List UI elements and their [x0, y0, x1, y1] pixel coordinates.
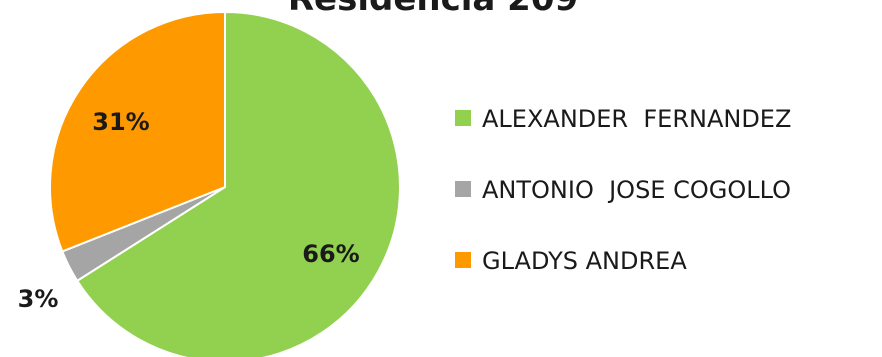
legend-label-alexander-fernandez: ALEXANDER FERNANDEZ — [482, 105, 791, 133]
data-label-alexander-fernandez: 66% — [302, 240, 359, 268]
legend-label-antonio-jose-cogollo: ANTONIO JOSE COGOLLO — [482, 176, 791, 204]
legend-swatch-gladys-andrea — [455, 252, 471, 268]
pie-slices — [49, 10, 401, 357]
legend: ALEXANDER FERNANDEZ ANTONIO JOSE COGOLLO G… — [455, 105, 791, 275]
pie-slice-gladys-andrea — [49, 10, 226, 253]
legend-swatch-alexander-fernandez — [455, 110, 471, 126]
legend-swatch-antonio-jose-cogollo — [455, 181, 471, 197]
data-labels: 66% 3% 31% — [18, 108, 360, 313]
chart-title: Residencia 209 — [288, 0, 578, 19]
pie-slice-alexander-fernandez — [75, 10, 401, 357]
data-label-antonio-jose-cogollo: 3% — [18, 285, 59, 313]
legend-label-gladys-andrea: GLADYS ANDREA — [482, 247, 687, 275]
data-label-gladys-andrea: 31% — [92, 108, 149, 136]
